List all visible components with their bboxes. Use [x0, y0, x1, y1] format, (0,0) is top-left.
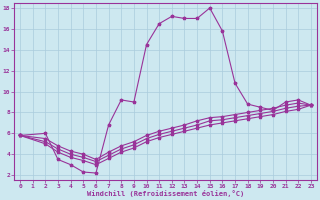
X-axis label: Windchill (Refroidissement éolien,°C): Windchill (Refroidissement éolien,°C): [87, 190, 244, 197]
